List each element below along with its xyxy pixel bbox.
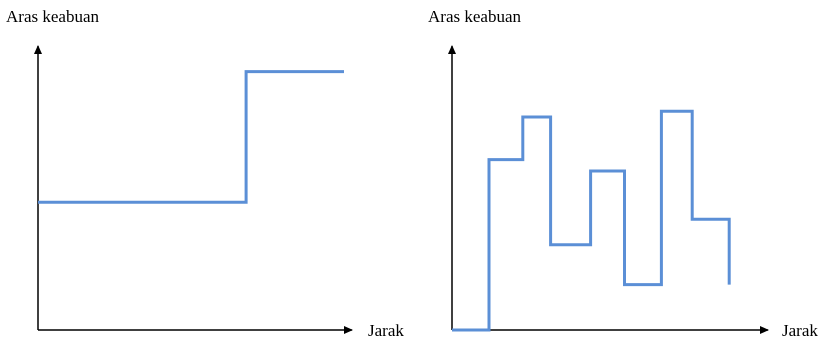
x-axis-label: Jarak bbox=[368, 321, 404, 340]
y-axis-label: Aras keabuan bbox=[6, 7, 99, 26]
chart-right: Aras keabuan Jarak bbox=[428, 7, 818, 340]
y-axis-label: Aras keabuan bbox=[428, 7, 521, 26]
series-line bbox=[452, 109, 731, 332]
series-line bbox=[38, 70, 344, 204]
x-axis-label: Jarak bbox=[782, 321, 818, 340]
chart-left: Aras keabuan Jarak bbox=[6, 7, 404, 340]
